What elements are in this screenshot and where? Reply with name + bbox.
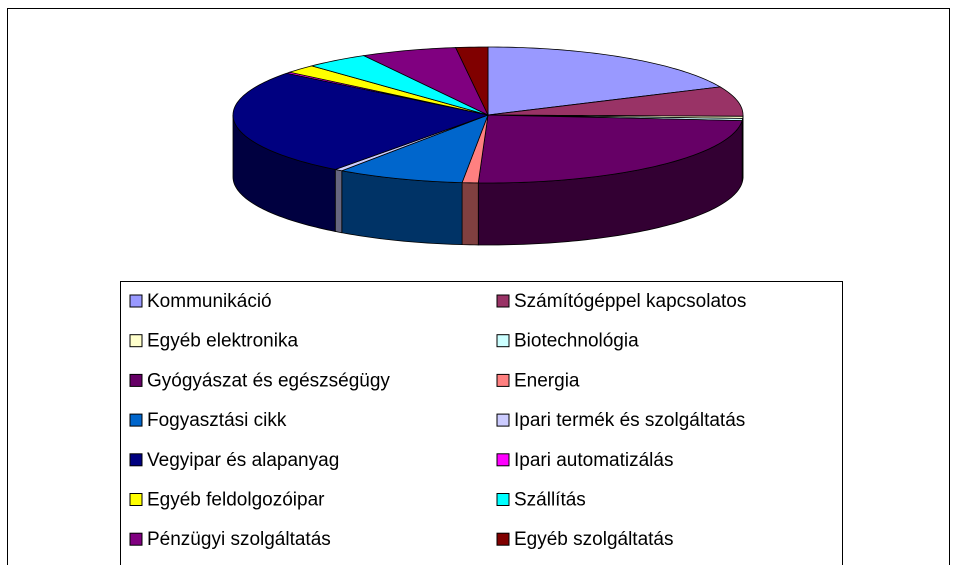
legend-swatch <box>496 373 510 387</box>
slice <box>362 47 489 116</box>
slice-side <box>461 182 479 246</box>
legend-swatch <box>129 373 143 387</box>
legend-swatch <box>496 532 510 546</box>
legend-swatch <box>496 334 510 348</box>
legend-label: Egyéb elektronika <box>147 331 298 352</box>
legend-swatch <box>496 493 510 506</box>
slice <box>487 46 722 116</box>
slice <box>477 114 743 184</box>
legend-swatch <box>129 453 143 467</box>
legend-label: Pénzügyi szolgáltatás <box>147 529 331 550</box>
legend-label: Ipari automatizálás <box>514 450 673 471</box>
legend-box <box>120 281 843 565</box>
slice <box>310 55 489 116</box>
slice-side <box>334 168 343 234</box>
slice <box>232 72 490 170</box>
slice <box>455 46 489 116</box>
legend-swatch <box>129 294 143 308</box>
legend-swatch <box>129 532 143 546</box>
slice <box>340 114 489 184</box>
legend-label: Gyógyászat és egészségügy <box>147 370 390 391</box>
legend: Kommunikáció Számítógéppel kapcsolatos Egy… <box>129 291 746 550</box>
legend-swatch <box>129 493 143 506</box>
legend-swatch <box>129 413 143 427</box>
legend-label: Ipari termék és szolgáltatás <box>514 410 745 431</box>
legend-label: Számítógéppel kapcsolatos <box>514 291 746 312</box>
slice <box>288 65 489 116</box>
legend-label: Kommunikáció <box>147 291 272 312</box>
pie <box>232 46 744 246</box>
legend-label: Egyéb szolgáltatás <box>514 529 674 550</box>
legend-label: Energia <box>514 370 580 391</box>
legend-label: Biotechnológia <box>514 331 639 352</box>
legend-label: Szállítás <box>514 490 586 511</box>
legend-swatch <box>496 453 510 467</box>
legend-label: Egyéb feldolgozóipar <box>147 490 325 511</box>
legend-swatch <box>496 413 510 427</box>
slice <box>487 86 744 117</box>
legend-swatch <box>129 334 143 348</box>
legend-swatch <box>496 294 510 308</box>
legend-label: Vegyipar és alapanyag <box>147 450 339 471</box>
legend-label: Fogyasztási cikk <box>147 410 287 431</box>
